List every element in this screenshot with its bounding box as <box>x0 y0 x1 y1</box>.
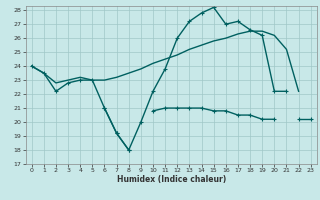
X-axis label: Humidex (Indice chaleur): Humidex (Indice chaleur) <box>116 175 226 184</box>
